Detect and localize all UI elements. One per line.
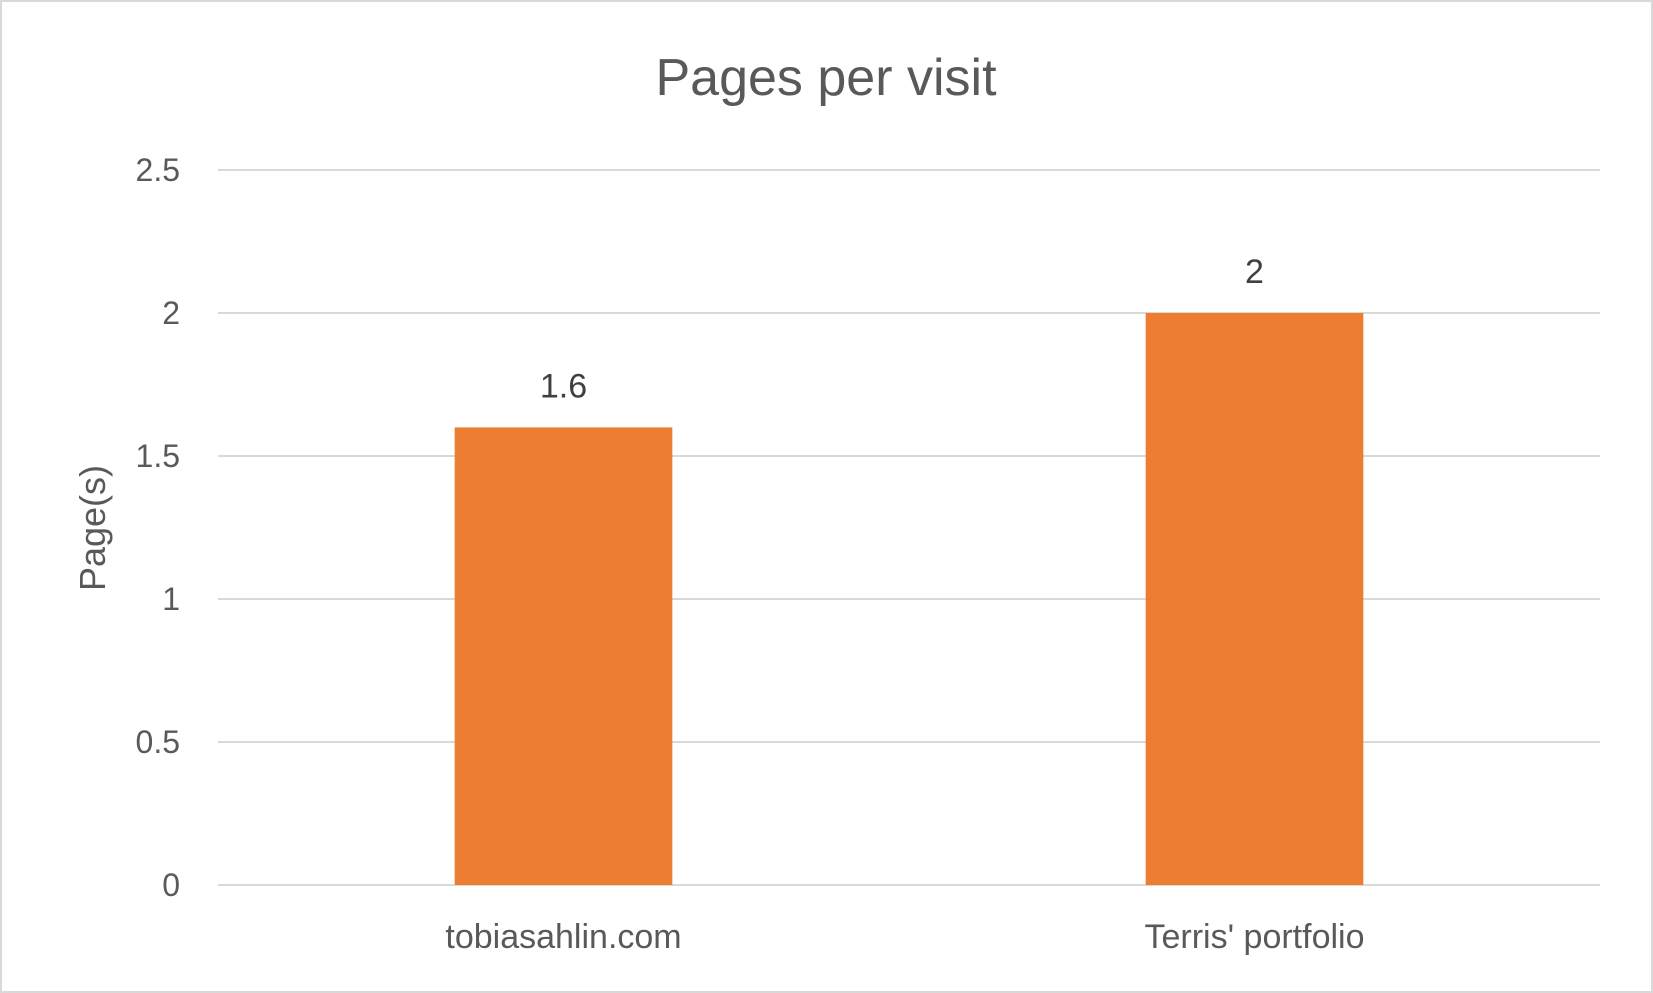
bars xyxy=(454,313,1364,885)
data-label: 1.6 xyxy=(540,367,587,405)
data-label: 2 xyxy=(1245,253,1264,291)
gridlines xyxy=(218,169,1600,886)
y-axis-ticks: 0 0.5 1 1.5 2 2.5 xyxy=(136,152,180,903)
y-axis-title: Page(s) xyxy=(72,465,113,591)
bar xyxy=(1145,313,1364,885)
y-tick-label: 0.5 xyxy=(136,724,180,760)
data-labels: 1.62 xyxy=(540,253,1264,405)
y-tick-label: 1.5 xyxy=(136,438,180,474)
y-tick-label: 0 xyxy=(162,867,180,903)
chart-title: Pages per visit xyxy=(655,49,997,107)
x-category-label: tobiasahlin.com xyxy=(445,918,681,956)
x-axis-categories: tobiasahlin.com Terris' portfolio xyxy=(445,918,1364,956)
x-category-label: Terris' portfolio xyxy=(1144,918,1364,956)
y-tick-label: 2.5 xyxy=(136,152,180,188)
y-tick-label: 1 xyxy=(162,581,180,617)
bar xyxy=(454,427,673,885)
y-tick-label: 2 xyxy=(162,295,180,331)
